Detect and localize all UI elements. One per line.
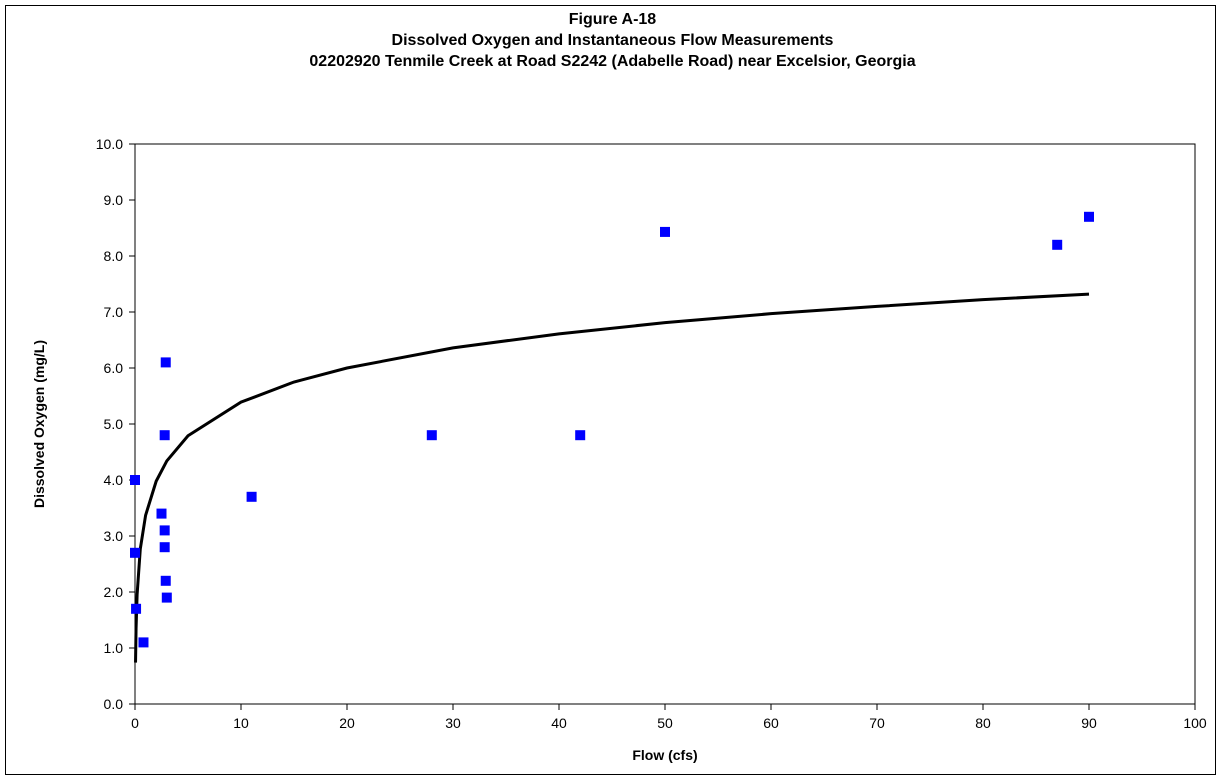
data-point (159, 525, 170, 536)
data-point (246, 491, 257, 502)
y-tick-label: 3.0 (104, 528, 124, 544)
y-axis-label: Dissolved Oxygen (mg/L) (31, 340, 47, 508)
data-point (575, 430, 586, 441)
data-point (159, 430, 170, 441)
y-tick-label: 0.0 (104, 696, 124, 712)
x-tick-label: 60 (763, 715, 779, 731)
x-tick-label: 0 (131, 715, 139, 731)
data-point (156, 508, 167, 519)
y-tick-label: 8.0 (104, 248, 124, 264)
y-tick-label: 5.0 (104, 416, 124, 432)
x-tick-label: 20 (339, 715, 355, 731)
data-point (130, 547, 140, 558)
x-tick-label: 10 (233, 715, 249, 731)
data-point (1052, 239, 1063, 250)
x-tick-label: 40 (551, 715, 567, 731)
y-axis: 0.0 1.0 2.0 3.0 4.0 5.0 6.0 7.0 8.0 9.0 10.0 (96, 136, 135, 712)
chart-title-line-2: Dissolved Oxygen and Instantaneous Flow … (391, 32, 834, 49)
x-tick-label: 90 (1081, 715, 1097, 731)
y-tick-label: 9.0 (104, 192, 124, 208)
y-tick-label: 2.0 (104, 584, 124, 600)
data-point (130, 475, 140, 485)
x-tick-label: 100 (1183, 715, 1207, 731)
data-point (161, 592, 172, 603)
y-tick-label: 7.0 (104, 304, 124, 320)
x-tick-label: 80 (975, 715, 991, 731)
data-point (160, 357, 171, 368)
x-axis: 0 10 20 30 40 50 60 70 80 90 100 (131, 704, 1207, 731)
chart-title-line-3: 02202920 Tenmile Creek at Road S2242 (Ad… (309, 53, 916, 70)
y-tick-label: 4.0 (104, 472, 124, 488)
x-tick-label: 70 (869, 715, 885, 731)
data-point (426, 430, 437, 441)
data-points (130, 211, 1094, 648)
data-point (1084, 211, 1094, 222)
y-tick-label: 6.0 (104, 360, 124, 376)
data-point (138, 637, 149, 648)
data-point (131, 603, 142, 614)
data-point (159, 542, 170, 553)
chart-title: Figure A-18 Dissolved Oxygen and Instant… (0, 9, 1225, 72)
y-tick-label: 1.0 (104, 640, 124, 656)
data-point (660, 226, 670, 237)
x-tick-label: 30 (445, 715, 461, 731)
data-point (160, 575, 171, 586)
x-tick-label: 50 (657, 715, 673, 731)
x-axis-label: Flow (cfs) (632, 747, 697, 763)
chart-title-line-1: Figure A-18 (568, 11, 657, 28)
y-tick-label: 10.0 (96, 136, 123, 152)
